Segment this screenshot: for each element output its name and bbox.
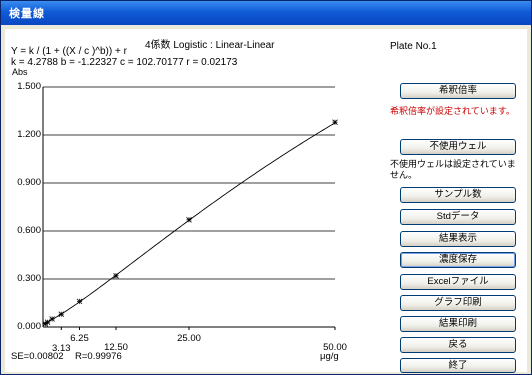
data-point (44, 319, 51, 325)
y-tick-label: 0.000 (17, 321, 41, 332)
chart-title: 4係数 Logistic : Linear-Linear (145, 40, 275, 51)
data-point (332, 119, 338, 125)
title-bar[interactable]: 検量線 (1, 1, 531, 25)
r-value: R=0.99976 (75, 351, 122, 362)
data-point (49, 316, 55, 322)
plot-area (42, 86, 338, 330)
x-tick-label: 50.00 (323, 342, 347, 353)
data-point (58, 311, 65, 317)
formula-coefficients: k = 4.2788 b = -1.22327 c = 102.70177 r … (11, 57, 238, 68)
unused-well-status: 不使用ウェルは設定されていません。 (390, 159, 516, 180)
back-button[interactable]: 戻る (400, 337, 516, 353)
data-point (186, 217, 192, 223)
x-tick-label: 25.00 (177, 333, 201, 344)
y-tick-label: 1.200 (17, 129, 41, 140)
exit-button[interactable]: 終了 (400, 358, 516, 373)
data-point (76, 298, 83, 305)
std-data-button[interactable]: Stdデータ (400, 209, 516, 225)
y-tick-label: 1.500 (17, 81, 41, 92)
fit-curve (43, 122, 336, 324)
y-axis-label: Abs (12, 67, 28, 77)
calibration-graph: 4係数 Logistic : Linear-Linear Y = k / (1 … (5, 29, 379, 372)
result-print-button[interactable]: 結果印刷 (400, 316, 516, 332)
data-point (113, 273, 119, 279)
window-title: 検量線 (9, 7, 45, 20)
se-value: SE=0.00802 (11, 351, 64, 362)
result-display-button[interactable]: 結果表示 (400, 231, 516, 247)
formula-equation: Y = k / (1 + ((X / c )^b)) + r (11, 46, 127, 57)
x-tick-label: 6.25 (70, 333, 89, 344)
concentration-save-button[interactable]: 濃度保存 (400, 252, 516, 268)
sample-count-button[interactable]: サンプル数 (400, 187, 516, 203)
plate-number: Plate No.1 (390, 41, 437, 52)
x-tick-label: 12.50 (104, 342, 128, 353)
dilution-rate-button[interactable]: 希釈倍率 (400, 83, 516, 99)
y-tick-label: 0.600 (17, 225, 41, 236)
graph-print-button[interactable]: グラフ印刷 (400, 295, 516, 311)
excel-file-button[interactable]: Excelファイル (400, 274, 516, 290)
unused-well-button[interactable]: 不使用ウェル (400, 139, 516, 155)
client-area: 4係数 Logistic : Linear-Linear Y = k / (1 … (5, 29, 527, 373)
y-tick-label: 0.900 (17, 177, 41, 188)
dilution-status: 希釈倍率が設定されています。 (390, 106, 515, 116)
side-panel: Plate No.1 希釈倍率 希釈倍率が設定されています。 不使用ウェル 不使… (390, 29, 527, 373)
x-unit-label: μg/g (320, 351, 339, 362)
y-tick-label: 0.300 (17, 273, 41, 284)
x-tick-label: 3.13 (52, 343, 71, 354)
